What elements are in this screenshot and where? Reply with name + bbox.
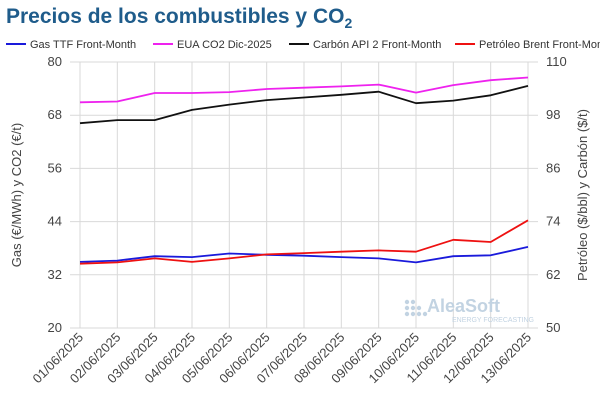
right-tick-label: 74 bbox=[546, 214, 560, 229]
right-tick-label: 110 bbox=[546, 54, 567, 69]
series-lines bbox=[79, 76, 529, 265]
chart-title-subscript: 2 bbox=[344, 15, 353, 32]
series-line bbox=[79, 219, 529, 265]
right-tick-label: 50 bbox=[546, 320, 560, 335]
right-axis-ticks: 50 62 74 86 98 110 bbox=[546, 54, 567, 335]
right-axis-label: Petróleo ($/bbl) y Carbón ($/t) bbox=[575, 109, 590, 281]
left-tick-label: 32 bbox=[48, 267, 62, 282]
legend-label: EUA CO2 Dic-2025 bbox=[177, 39, 272, 51]
left-tick-label: 20 bbox=[48, 320, 62, 335]
legend: Gas TTF Front-Month EUA CO2 Dic-2025 Carbó… bbox=[6, 39, 600, 51]
chart-title: Precios de los combustibles y CO2 bbox=[6, 5, 352, 31]
legend-label: Gas TTF Front-Month bbox=[30, 39, 136, 51]
series-line bbox=[79, 76, 529, 104]
series-line bbox=[79, 246, 529, 264]
left-tick-label: 44 bbox=[48, 214, 62, 229]
left-tick-label: 68 bbox=[48, 107, 62, 122]
chart-title-main: Precios de los combustibles y CO bbox=[6, 5, 345, 28]
legend-label: Petróleo Brent Front-Month bbox=[479, 39, 600, 51]
left-axis-ticks: 20 32 44 56 68 80 bbox=[48, 54, 62, 335]
aleasoft-watermark: AleaSoft ENERGY FORECASTING bbox=[404, 296, 534, 324]
right-tick-label: 86 bbox=[546, 160, 560, 175]
right-tick-label: 98 bbox=[546, 107, 560, 122]
watermark-brand: AleaSoft bbox=[427, 296, 500, 316]
left-tick-label: 80 bbox=[48, 54, 62, 69]
watermark-tagline: ENERGY FORECASTING bbox=[452, 317, 534, 324]
aleasoft-logo-icon bbox=[404, 299, 428, 317]
left-axis-label: Gas (€/MWh) y CO2 (€/t) bbox=[9, 123, 24, 267]
x-axis-ticks: 01/06/202502/06/202503/06/202504/06/2025… bbox=[29, 330, 534, 387]
legend-label: Carbón API 2 Front-Month bbox=[313, 39, 441, 51]
grid-lines bbox=[70, 61, 538, 329]
right-tick-label: 62 bbox=[546, 267, 560, 282]
left-tick-label: 56 bbox=[48, 160, 62, 175]
series-line bbox=[79, 85, 529, 125]
